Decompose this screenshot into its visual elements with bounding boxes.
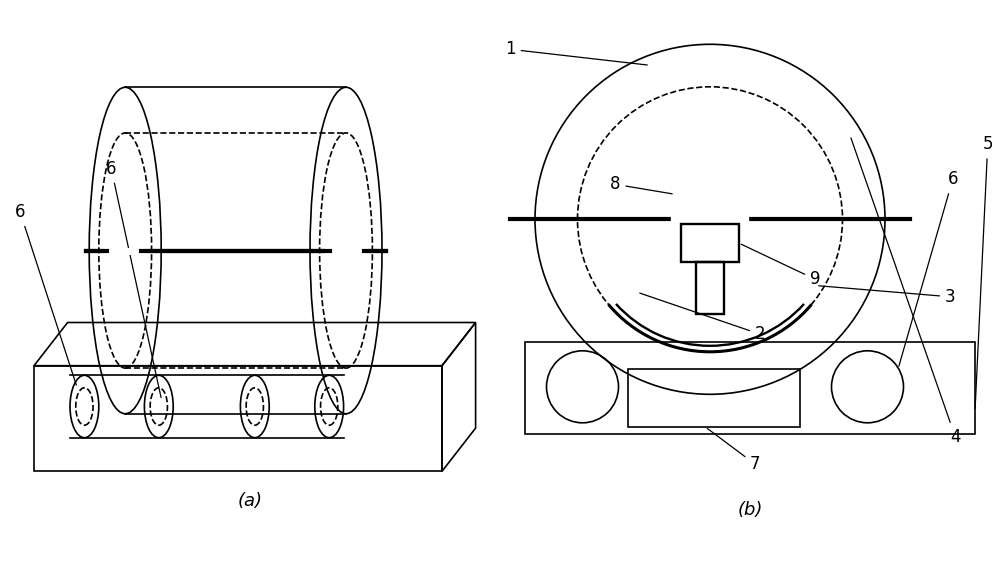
Text: 3: 3 — [819, 286, 956, 306]
Text: 2: 2 — [640, 293, 766, 343]
Text: 6: 6 — [899, 170, 958, 366]
Text: (b): (b) — [737, 501, 763, 519]
Text: 8: 8 — [610, 176, 672, 194]
Text: 6: 6 — [106, 160, 161, 397]
Text: 7: 7 — [707, 429, 761, 473]
Text: (a): (a) — [238, 492, 262, 510]
Text: 9: 9 — [741, 244, 820, 288]
Text: 5: 5 — [975, 135, 993, 408]
Text: 6: 6 — [15, 203, 76, 385]
Bar — [681, 225, 739, 262]
Bar — [696, 262, 724, 314]
Text: 4: 4 — [851, 138, 960, 446]
Bar — [525, 342, 975, 434]
Bar — [628, 369, 800, 427]
Text: 1: 1 — [505, 40, 647, 65]
